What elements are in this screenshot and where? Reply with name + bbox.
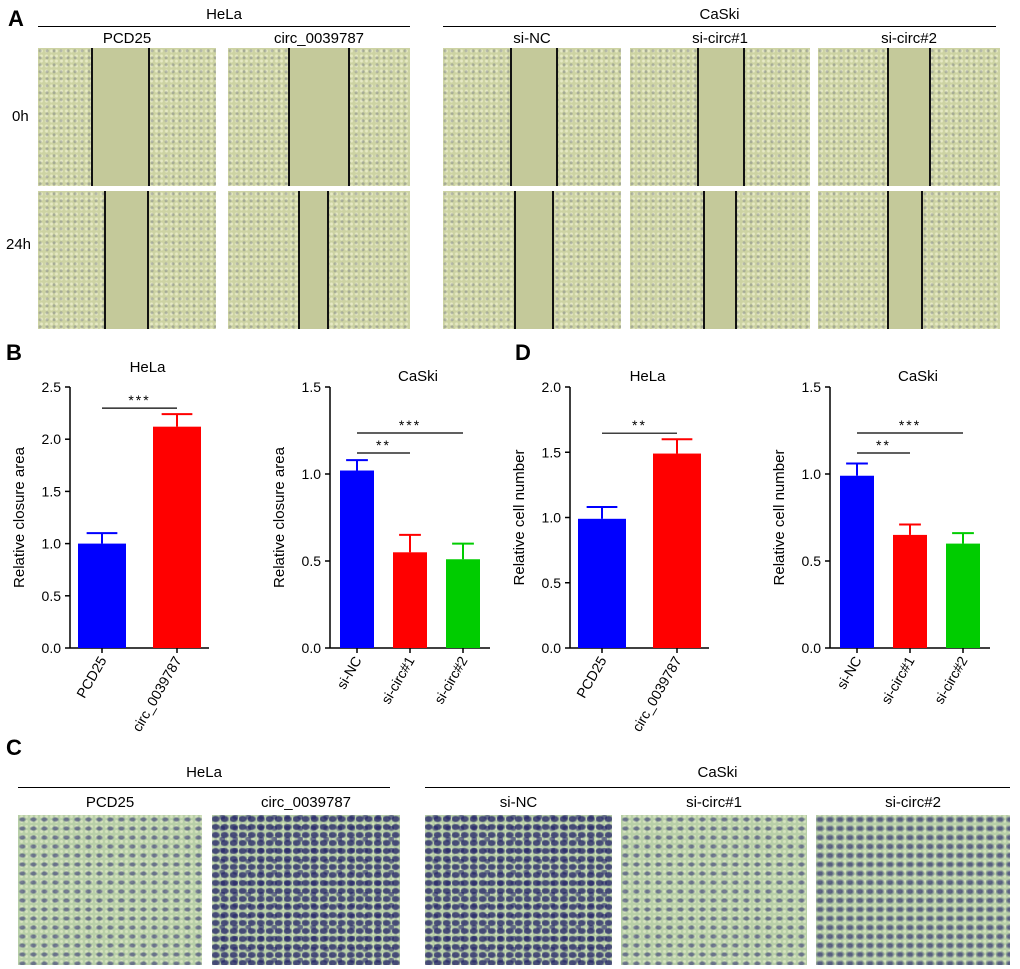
chart-b-hela-ytick-label-0: 0.0	[42, 640, 62, 656]
transwell-image-caski-si-nc	[425, 815, 612, 965]
scratch-image-caski-si-nc-0h	[443, 48, 621, 186]
chart-b-caski-ytick-label-3: 1.5	[302, 379, 322, 395]
transwell-image-caski-si-circ2	[816, 815, 1010, 965]
panel-c-col-circ: circ_0039787	[260, 794, 352, 811]
scratch-image-hela-pcd25-24h	[38, 191, 216, 329]
chart-b-caski-xtick-label-2: si-circ#2	[431, 653, 471, 706]
chart-b-hela-ytick-label-2: 1.0	[42, 536, 62, 552]
chart-d-hela-ytick-label-1: 0.5	[542, 575, 562, 591]
panel-c-caski-line	[425, 787, 1010, 788]
chart-d-caski-xtick-label-0: si-NC	[833, 654, 864, 692]
chart-d-caski-ytick-label-2: 1.0	[802, 466, 822, 482]
chart-d-caski-bar-2	[946, 543, 980, 648]
chart-d-caski-ytick-label-3: 1.5	[802, 379, 822, 395]
chart-b-caski-ytick-label-2: 1.0	[302, 466, 322, 482]
transwell-image-hela-pcd25	[18, 815, 202, 965]
chart-b-caski-xtick-label-0: si-NC	[333, 654, 364, 692]
panel-b-letter: B	[6, 340, 22, 365]
panel-d-letter: D	[515, 340, 531, 365]
panel-c-hela-label: HeLa	[186, 764, 222, 781]
chart-d-hela-bar-0	[578, 518, 626, 648]
chart-b-caski-xtick-label-1: si-circ#1	[378, 653, 418, 706]
scratch-image-caski-si-circ1-0h	[630, 48, 810, 186]
chart-b-caski-sig-label-0: **	[376, 437, 391, 453]
scratch-image-hela-circ-0h	[228, 48, 410, 186]
chart-b-hela-ylabel: Relative closure area	[11, 446, 28, 588]
scratch-image-caski-si-circ2-24h	[818, 191, 1000, 329]
chart-b-caski-bar-0	[340, 470, 374, 648]
panel-a-hela-line	[38, 26, 410, 27]
panel-a-caski-line	[443, 26, 996, 27]
chart-b-hela-bar-1	[153, 426, 201, 648]
chart-b-hela-xtick-label-0: PCD25	[73, 653, 110, 700]
transwell-image-caski-si-circ1	[621, 815, 807, 965]
chart-d-hela-xtick-label-0: PCD25	[573, 653, 610, 700]
panel-c-caski-label: CaSki	[697, 764, 738, 781]
panel-a-col-si-nc: si-NC	[513, 30, 551, 47]
chart-b-caski-bar-1	[393, 552, 427, 648]
panel-a-row-0h: 0h	[12, 108, 29, 125]
chart-d-caski-bar-0	[840, 475, 874, 648]
panel-c-col-si-nc: si-NC	[499, 794, 538, 811]
chart-d-hela-ylabel: Relative cell number	[511, 450, 528, 586]
chart-d-caski-sig-label-1: ***	[899, 417, 921, 433]
chart-d-hela-title: HeLa	[630, 368, 667, 385]
chart-b-caski-ytick-label-1: 0.5	[302, 553, 322, 569]
chart-b-caski-bar-2	[446, 559, 480, 648]
chart-b-caski-ytick-label-0: 0.0	[302, 640, 322, 656]
chart-d-hela-ytick-label-0: 0.0	[542, 640, 562, 656]
chart-d-caski-ytick-label-1: 0.5	[802, 553, 822, 569]
chart-b-hela-ytick-label-1: 0.5	[42, 588, 62, 604]
panel-c-letter: C	[6, 735, 22, 760]
chart-b-hela-title: HeLa	[130, 359, 167, 376]
panel-a-hela-label: HeLa	[206, 6, 242, 23]
chart-d-caski-title: CaSki	[898, 368, 938, 385]
chart-d-hela-ytick-label-4: 2.0	[542, 379, 562, 395]
panel-a-col-si-circ1: si-circ#1	[692, 30, 748, 47]
panel-a-col-si-circ2: si-circ#2	[881, 30, 937, 47]
transwell-image-hela-circ	[212, 815, 400, 965]
panel-c-hela-line	[18, 787, 390, 788]
chart-b-caski-ylabel: Relative closure area	[271, 446, 288, 588]
chart-d-caski-xtick-label-1: si-circ#1	[878, 653, 918, 706]
panel-a-letter: A	[8, 6, 24, 31]
panel-c-col-pcd25: PCD25	[85, 794, 135, 811]
chart-b-hela-xtick-label-1: circ_0039787	[129, 653, 185, 734]
scratch-image-hela-pcd25-0h	[38, 48, 216, 186]
panel-c-col-si-circ2: si-circ#2	[885, 794, 941, 811]
panel-a-col-circ: circ_0039787	[273, 30, 365, 47]
scratch-image-hela-circ-24h	[228, 191, 410, 329]
chart-d-hela-ytick-label-3: 1.5	[542, 444, 562, 460]
chart-b-hela-ytick-label-3: 1.5	[42, 483, 62, 499]
chart-b-hela-bar-0	[78, 543, 126, 648]
chart-d-hela-bar-1	[653, 453, 701, 648]
panel-a-caski-label: CaSki	[699, 6, 740, 23]
scratch-image-caski-si-nc-24h	[443, 191, 621, 329]
panel-a-row-24h: 24h	[6, 236, 32, 253]
scratch-image-caski-si-circ1-24h	[630, 191, 810, 329]
chart-b-hela-ytick-label-4: 2.0	[42, 431, 62, 447]
chart-d-caski-bar-1	[893, 534, 927, 648]
chart-d-hela-sig-label-0: **	[632, 417, 647, 433]
chart-b-hela-ytick-label-5: 2.5	[42, 379, 62, 395]
chart-b-caski-sig-label-1: ***	[399, 417, 421, 433]
chart-d-caski-ytick-label-0: 0.0	[802, 640, 822, 656]
chart-d-hela-xtick-label-1: circ_0039787	[629, 653, 685, 734]
chart-d-hela-ytick-label-2: 1.0	[542, 510, 562, 526]
panel-a-col-pcd25: PCD25	[102, 30, 152, 47]
chart-d-caski-sig-label-0: **	[876, 437, 891, 453]
panel-c-col-si-circ1: si-circ#1	[686, 794, 742, 811]
chart-d-caski-ylabel: Relative cell number	[771, 450, 788, 586]
chart-d-caski-xtick-label-2: si-circ#2	[931, 653, 971, 706]
chart-b-caski-title: CaSki	[398, 368, 438, 385]
chart-b-hela-sig-label-0: ***	[128, 392, 150, 408]
scratch-image-caski-si-circ2-0h	[818, 48, 1000, 186]
